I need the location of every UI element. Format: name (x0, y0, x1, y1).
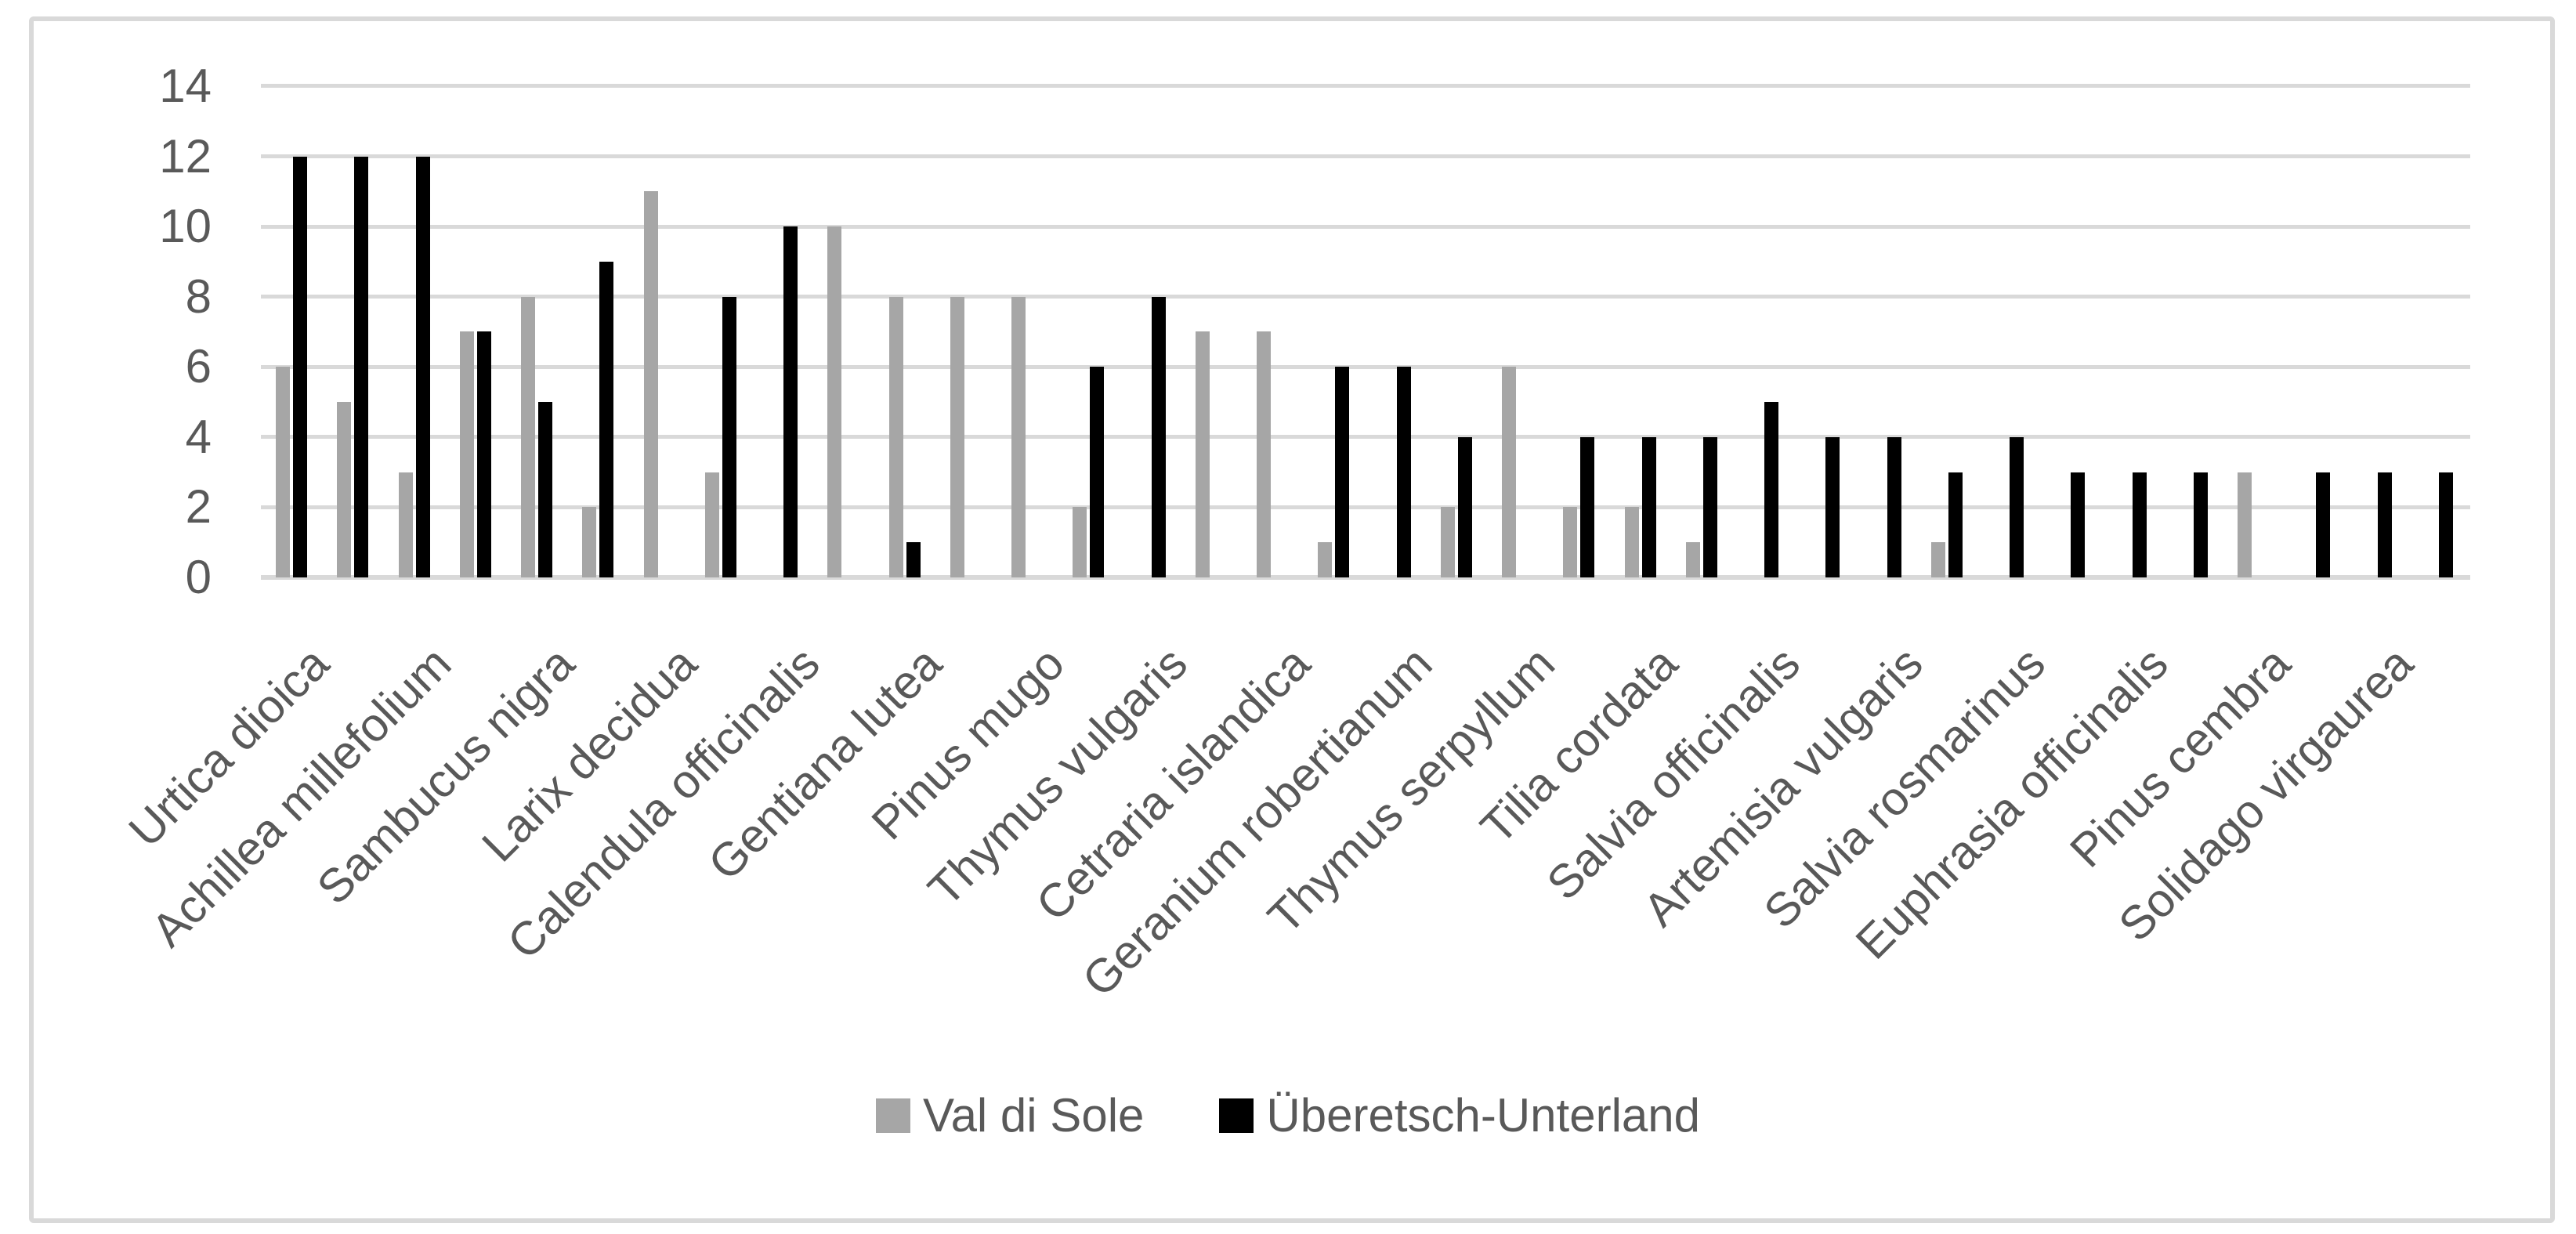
bar-val-di-sole (521, 296, 536, 577)
y-axis-tick-label: 8 (185, 270, 212, 323)
bar-uberetsch-unterland (1396, 367, 1411, 577)
bar-uberetsch-unterland (2377, 472, 2392, 577)
gridline (261, 224, 2470, 229)
bar-val-di-sole (337, 402, 352, 577)
y-axis-tick-label: 6 (185, 340, 212, 393)
bar-val-di-sole (1440, 507, 1455, 577)
legend-label-uberetsch-unterland: Überetsch-Unterland (1266, 1089, 1700, 1142)
legend-label-val-di-sole: Val di Sole (923, 1089, 1145, 1142)
gridline (261, 295, 2470, 299)
bar-uberetsch-unterland (293, 156, 308, 577)
bar-val-di-sole (643, 191, 658, 577)
bar-uberetsch-unterland (1641, 436, 1656, 577)
bar-val-di-sole (827, 226, 842, 577)
bar-uberetsch-unterland (599, 261, 614, 577)
bar-uberetsch-unterland (1887, 436, 1901, 577)
gridline (261, 364, 2470, 369)
bar-val-di-sole (1502, 367, 1517, 577)
legend-swatch-black-icon (1219, 1098, 1254, 1133)
bar-uberetsch-unterland (1702, 436, 1717, 577)
chart-area-border (29, 16, 2555, 1223)
bar-uberetsch-unterland (783, 226, 798, 577)
bar-uberetsch-unterland (1825, 436, 1840, 577)
bar-val-di-sole (950, 296, 964, 577)
bar-val-di-sole (1318, 542, 1333, 577)
bar-uberetsch-unterland (2193, 472, 2208, 577)
y-axis-tick-label: 4 (185, 410, 212, 463)
bar-uberetsch-unterland (2010, 436, 2024, 577)
bar-uberetsch-unterland (1948, 472, 1963, 577)
bar-val-di-sole (704, 472, 719, 577)
y-axis-tick-label: 14 (159, 59, 212, 112)
legend-swatch-gray-icon (876, 1098, 910, 1133)
gridline (261, 84, 2470, 89)
bar-val-di-sole (1930, 542, 1945, 577)
bar-uberetsch-unterland (354, 156, 369, 577)
bar-val-di-sole (1257, 331, 1272, 577)
gridline (261, 505, 2470, 509)
bar-uberetsch-unterland (538, 402, 553, 577)
bar-val-di-sole (888, 296, 903, 577)
bar-uberetsch-unterland (2438, 472, 2453, 577)
bar-uberetsch-unterland (2132, 472, 2147, 577)
bar-val-di-sole (1195, 331, 1210, 577)
bar-uberetsch-unterland (1764, 402, 1779, 577)
bar-val-di-sole (2238, 472, 2252, 577)
bar-uberetsch-unterland (476, 331, 491, 577)
bar-val-di-sole (459, 331, 474, 577)
x-axis-line (261, 575, 2470, 580)
bar-uberetsch-unterland (1090, 367, 1105, 577)
gridline (261, 435, 2470, 440)
gridline (261, 154, 2470, 159)
y-axis-tick-label: 2 (185, 480, 212, 534)
bar-uberetsch-unterland (722, 296, 736, 577)
bar-val-di-sole (1073, 507, 1087, 577)
legend: Val di Sole Überetsch-Unterland (876, 1091, 1700, 1141)
bar-val-di-sole (1011, 296, 1026, 577)
legend-item-uberetsch-unterland: Überetsch-Unterland (1219, 1091, 1700, 1141)
bar-uberetsch-unterland (1457, 436, 1472, 577)
bar-val-di-sole (1685, 542, 1700, 577)
legend-item-val-di-sole: Val di Sole (876, 1091, 1144, 1141)
y-axis-tick-label: 10 (159, 200, 212, 253)
bar-uberetsch-unterland (2071, 472, 2086, 577)
bar-val-di-sole (582, 507, 597, 577)
bar-val-di-sole (1563, 507, 1578, 577)
y-axis-tick-label: 12 (159, 129, 212, 183)
y-axis-tick-label: 0 (185, 551, 212, 603)
bar-val-di-sole (1624, 507, 1639, 577)
bar-uberetsch-unterland (1151, 296, 1166, 577)
bar-uberetsch-unterland (1580, 436, 1595, 577)
bar-uberetsch-unterland (2316, 472, 2331, 577)
bar-val-di-sole (276, 367, 291, 577)
bar-val-di-sole (398, 472, 413, 577)
bar-uberetsch-unterland (415, 156, 430, 577)
bar-uberetsch-unterland (906, 542, 921, 577)
bar-uberetsch-unterland (1335, 367, 1350, 577)
